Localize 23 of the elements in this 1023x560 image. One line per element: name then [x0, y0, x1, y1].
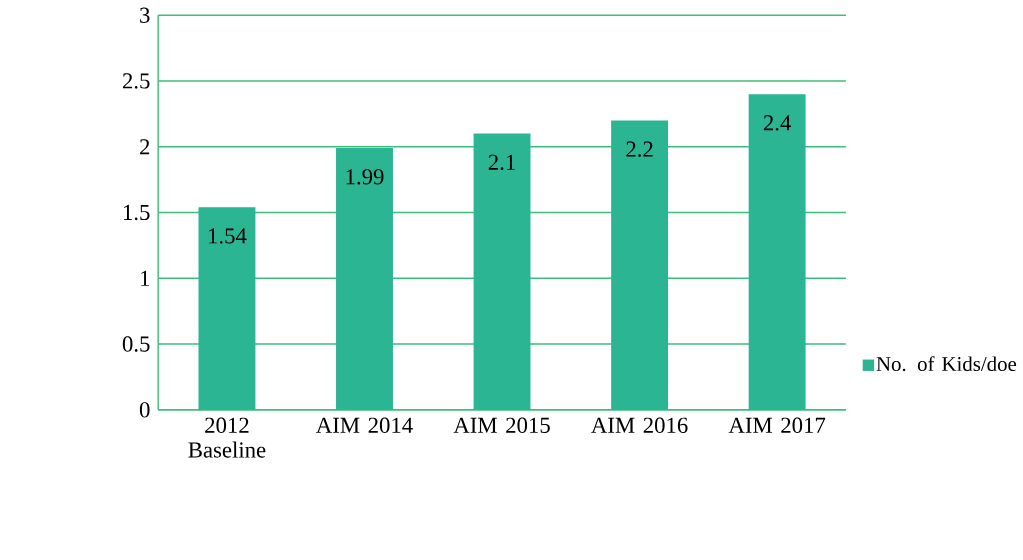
y-tick-label: 0 — [139, 402, 150, 418]
x-tick-label: AIM 2015 — [453, 417, 550, 434]
data-label: 2.4 — [763, 115, 791, 131]
y-tick-label: 2.5 — [122, 73, 150, 89]
x-tick-label: AIM 2014 — [316, 417, 413, 434]
data-label: 1.54 — [209, 228, 247, 244]
data-label: 2.2 — [626, 141, 653, 158]
bar — [198, 207, 256, 410]
x-tick-label: AIM 2016 — [591, 417, 688, 434]
bar — [336, 148, 393, 410]
data-label: 1.99 — [346, 169, 384, 185]
data-label: 2.1 — [488, 154, 515, 171]
bar — [748, 94, 806, 410]
y-tick-label: 1 — [141, 270, 150, 286]
legend-label: No. of Kids/doe — [876, 356, 1017, 372]
y-tick-label: 2 — [140, 139, 150, 155]
y-tick-label: 3 — [140, 7, 150, 23]
y-tick-label: 1.5 — [123, 204, 150, 221]
x-tick-label: 2012 Baseline — [188, 417, 266, 458]
x-tick-label: AIM 2017 — [728, 417, 826, 434]
bar — [611, 120, 669, 410]
bar — [473, 133, 531, 410]
y-tick-label: 0.5 — [122, 336, 150, 352]
